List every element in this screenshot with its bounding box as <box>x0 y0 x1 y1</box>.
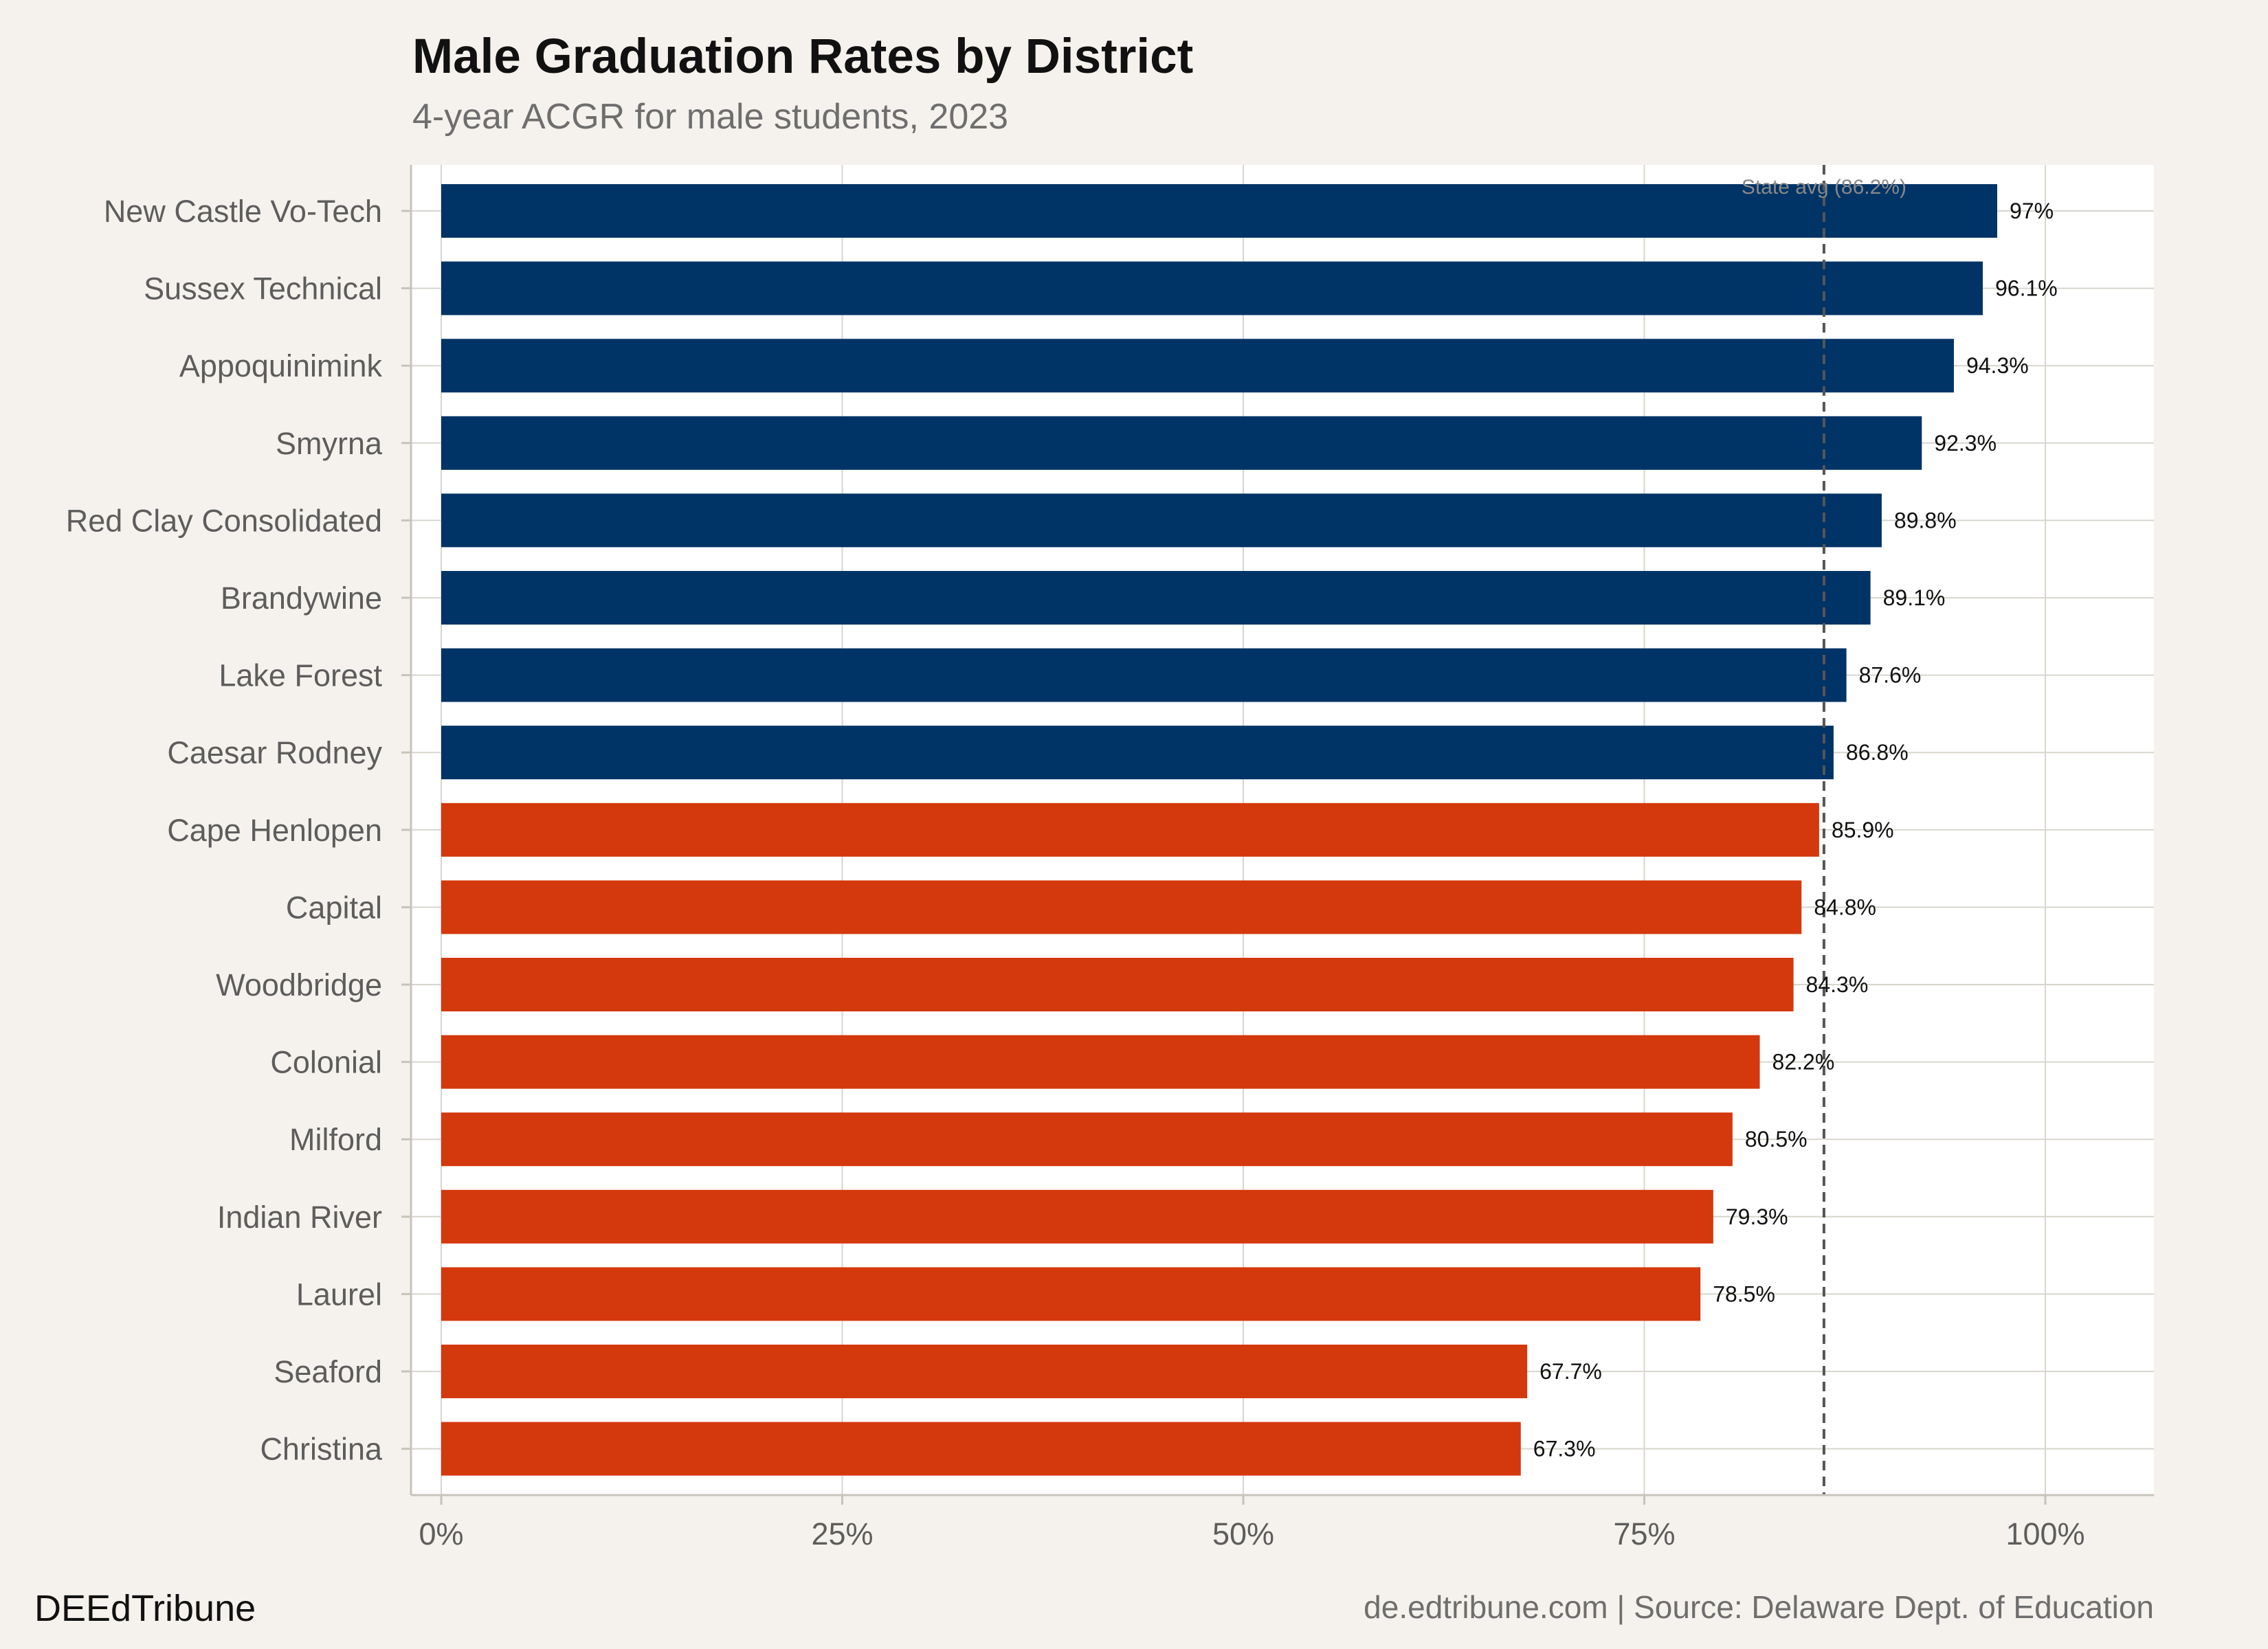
category-label: Lake Forest <box>219 658 382 693</box>
bar <box>441 1112 1733 1167</box>
bar <box>441 648 1847 702</box>
category-label: Capital <box>286 890 382 925</box>
category-label: Milford <box>289 1122 382 1157</box>
value-label: 67.7% <box>1539 1359 1602 1384</box>
value-label: 80.5% <box>1745 1127 1808 1152</box>
value-label: 97% <box>2010 199 2054 223</box>
category-label: Caesar Rodney <box>167 735 382 770</box>
value-label: 79.3% <box>1726 1204 1788 1229</box>
category-label: Sussex Technical <box>144 271 382 306</box>
bar <box>441 416 1922 470</box>
bar <box>441 958 1794 1011</box>
value-label: 85.9% <box>1832 818 1894 842</box>
bar <box>441 726 1834 780</box>
bar <box>441 184 1997 238</box>
chart-subtitle: 4-year ACGR for male students, 2023 <box>412 97 1009 137</box>
bar <box>441 880 1802 934</box>
value-label: 87.6% <box>1859 663 1922 688</box>
bar <box>441 1345 1528 1398</box>
bar <box>441 493 1882 548</box>
bar <box>441 1422 1521 1476</box>
category-label: Laurel <box>296 1277 382 1312</box>
labels: 0% 25% 50% 75% 100% New Castle Vo-Tech 97% Suss… <box>66 194 2085 1551</box>
source-caption: de.edtribune.com | Source: Delaware Dept… <box>1364 1589 2154 1625</box>
value-label: 82.2% <box>1772 1050 1835 1075</box>
category-label: Indian River <box>217 1200 382 1235</box>
x-tick-label: 0% <box>419 1516 463 1551</box>
state-average-label: State avg (86.2%) <box>1742 176 1906 199</box>
value-label: 84.3% <box>1806 972 1869 997</box>
category-label: Woodbridge <box>216 967 382 1002</box>
reference-line-group: State avg (86.2%) <box>1742 165 1906 1495</box>
value-label: 94.3% <box>1966 353 2029 378</box>
bar <box>441 339 1954 393</box>
category-label: Appoquinimink <box>179 348 383 383</box>
category-label: Smyrna <box>276 426 383 461</box>
x-tick-label: 25% <box>811 1516 873 1551</box>
category-label: New Castle Vo-Tech <box>104 194 382 229</box>
x-tick-label: 50% <box>1212 1516 1274 1551</box>
category-label: Seaford <box>274 1354 382 1389</box>
bar <box>441 1035 1760 1089</box>
chart-title: Male Graduation Rates by District <box>412 30 1194 84</box>
bars <box>441 184 1997 1476</box>
x-tick-label: 75% <box>1613 1516 1675 1551</box>
category-label: Brandywine <box>221 581 382 616</box>
value-label: 67.3% <box>1533 1437 1596 1461</box>
value-label: 86.8% <box>1846 740 1909 765</box>
bar <box>441 803 1819 857</box>
brand-logo-text: DEEdTribune <box>34 1588 256 1629</box>
bar <box>441 1189 1713 1244</box>
bar <box>441 1267 1701 1321</box>
category-label: Colonial <box>270 1045 382 1080</box>
value-label: 96.1% <box>1995 276 2058 301</box>
value-label: 89.1% <box>1883 585 1946 610</box>
x-tick-label: 100% <box>2005 1516 2084 1551</box>
category-label: Christina <box>260 1432 383 1467</box>
category-label: Cape Henlopen <box>167 813 382 848</box>
bar <box>441 261 1983 315</box>
bar <box>441 571 1871 625</box>
value-label: 84.8% <box>1814 895 1876 919</box>
value-label: 78.5% <box>1713 1281 1775 1306</box>
value-label: 89.8% <box>1894 508 1957 532</box>
category-label: Red Clay Consolidated <box>66 503 382 538</box>
value-label: 92.3% <box>1934 431 1997 456</box>
